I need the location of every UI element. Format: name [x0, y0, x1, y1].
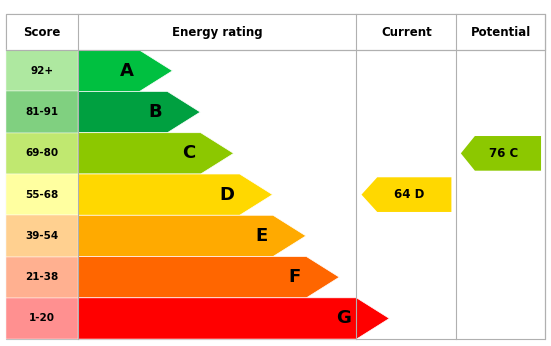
Text: E: E — [255, 227, 268, 245]
FancyBboxPatch shape — [6, 133, 78, 174]
Text: 69-80: 69-80 — [25, 148, 58, 158]
FancyBboxPatch shape — [6, 215, 78, 256]
Polygon shape — [361, 177, 451, 212]
FancyBboxPatch shape — [6, 14, 545, 339]
Polygon shape — [78, 91, 200, 133]
FancyBboxPatch shape — [6, 50, 78, 91]
Text: 21-38: 21-38 — [25, 272, 58, 282]
Text: Energy rating: Energy rating — [172, 26, 263, 38]
Text: C: C — [182, 144, 195, 162]
Text: D: D — [219, 185, 234, 204]
Polygon shape — [78, 174, 273, 215]
Text: B: B — [148, 103, 162, 121]
Text: 76 C: 76 C — [489, 147, 518, 160]
FancyBboxPatch shape — [6, 14, 545, 50]
Polygon shape — [78, 50, 172, 91]
Text: 39-54: 39-54 — [25, 231, 58, 241]
Polygon shape — [78, 215, 306, 256]
Text: 92+: 92+ — [30, 66, 53, 76]
Polygon shape — [78, 133, 234, 174]
Text: 1-20: 1-20 — [29, 313, 55, 324]
Text: Potential: Potential — [471, 26, 531, 38]
Text: A: A — [120, 62, 134, 80]
FancyBboxPatch shape — [6, 174, 78, 215]
Text: 64 D: 64 D — [395, 188, 425, 201]
Text: F: F — [289, 268, 301, 286]
Text: Score: Score — [23, 26, 61, 38]
FancyBboxPatch shape — [6, 298, 78, 339]
Text: G: G — [336, 309, 351, 327]
Polygon shape — [78, 298, 390, 339]
Text: Current: Current — [381, 26, 432, 38]
Text: 81-91: 81-91 — [25, 107, 58, 117]
Text: 55-68: 55-68 — [25, 190, 58, 200]
Polygon shape — [461, 136, 541, 171]
Polygon shape — [78, 256, 339, 298]
FancyBboxPatch shape — [6, 256, 78, 298]
FancyBboxPatch shape — [6, 91, 78, 133]
